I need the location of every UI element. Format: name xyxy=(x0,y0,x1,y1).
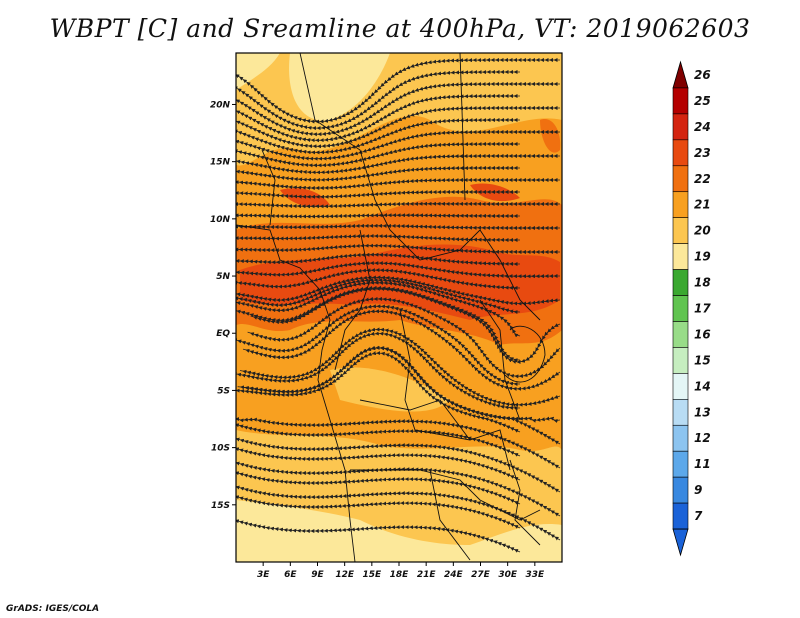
colorbar-segment xyxy=(672,295,689,322)
colorbar-segment xyxy=(672,450,689,478)
lat-tick-label: 15S xyxy=(211,501,230,511)
colorbar-level-label: 16 xyxy=(694,327,711,341)
colorbar-level-label: 11 xyxy=(694,457,711,471)
colorbar-level-label: 21 xyxy=(694,198,711,212)
colorbar: 26 25 24 23 22 21 20 19 18 17 16 15 14 13 12 11 9 7 xyxy=(672,60,711,557)
lon-tick-label: 3E xyxy=(257,570,270,580)
colorbar-top-arrow xyxy=(672,60,689,89)
lat-tick-label: 5N xyxy=(216,272,230,282)
streamline xyxy=(236,213,520,219)
colorbar-segment xyxy=(672,139,689,167)
colorbar-level-label: 17 xyxy=(694,302,711,316)
streamline xyxy=(236,223,560,231)
latitude-axis: 20N 15N 10N 5N EQ 5S 10S 15S xyxy=(210,100,236,511)
lat-tick-label: 15N xyxy=(210,158,231,168)
colorbar-segment xyxy=(672,269,689,296)
colorbar-bottom-arrow xyxy=(672,528,689,557)
colorbar-segment xyxy=(672,373,689,400)
colorbar-segment xyxy=(672,347,689,374)
streamline xyxy=(236,165,520,182)
lat-tick-label: 10S xyxy=(211,444,230,454)
colorbar-segment xyxy=(672,165,689,193)
streamline xyxy=(236,233,520,243)
lat-tick-label: 5S xyxy=(217,386,230,396)
colorbar-segment xyxy=(672,243,689,270)
colorbar-level-label: 15 xyxy=(694,353,711,367)
colorbar-level-label: 22 xyxy=(694,172,711,186)
lon-tick-label: 12E xyxy=(335,570,355,580)
streamline xyxy=(236,177,560,191)
lon-tick-label: 33E xyxy=(525,570,545,580)
colorbar-segment xyxy=(672,424,689,452)
longitude-axis: 3E 6E 9E 12E 15E 18E 21E 24E 27E 30E 33E xyxy=(257,562,545,580)
streamlines xyxy=(236,57,561,553)
colorbar-segment xyxy=(672,191,689,218)
colorbar-segment xyxy=(672,87,689,115)
grads-credit: GrADS: IGES/COLA xyxy=(6,604,100,614)
colorbar-segment xyxy=(672,217,689,244)
colorbar-level-label: 23 xyxy=(694,146,711,160)
streamline xyxy=(236,189,520,199)
streamline xyxy=(236,201,560,209)
colorbar-level-label: 19 xyxy=(694,250,711,264)
streamline xyxy=(236,485,561,541)
colorbar-level-label: 24 xyxy=(694,120,711,134)
colorbar-segment xyxy=(672,476,689,504)
streamline xyxy=(236,243,560,255)
lon-tick-label: 18E xyxy=(390,570,410,580)
colorbar-segment xyxy=(672,113,689,141)
lon-tick-label: 15E xyxy=(362,570,382,580)
colorbar-segment xyxy=(672,399,689,426)
wbpt-shading xyxy=(236,53,562,562)
lon-tick-label: 27E xyxy=(471,570,491,580)
lon-tick-label: 24E xyxy=(444,570,464,580)
colorbar-segment xyxy=(672,502,689,530)
colorbar-level-label: 14 xyxy=(694,379,711,393)
colorbar-level-label: 9 xyxy=(694,483,702,497)
colorbar-level-label: 12 xyxy=(694,431,711,445)
lon-tick-label: 6E xyxy=(284,570,297,580)
map-title: WBPT [C] and Sreamline at 400hPa, VT: 20… xyxy=(49,14,751,43)
lat-tick-label: 20N xyxy=(210,100,231,110)
streamline xyxy=(236,519,521,553)
colorbar-level-label: 13 xyxy=(694,405,711,419)
lat-tick-label: EQ xyxy=(216,329,230,339)
country-boundaries xyxy=(236,53,546,562)
lat-tick-label: 10N xyxy=(210,215,231,225)
lon-tick-label: 21E xyxy=(417,570,437,580)
colorbar-segment xyxy=(672,321,689,348)
colorbar-level-label: 25 xyxy=(694,94,711,108)
lon-tick-label: 9E xyxy=(311,570,324,580)
colorbar-level-label: 26 xyxy=(694,68,711,82)
lon-tick-label: 30E xyxy=(498,570,518,580)
colorbar-level-label: 20 xyxy=(694,224,711,238)
colorbar-level-label: 18 xyxy=(694,276,711,290)
colorbar-level-label: 7 xyxy=(694,509,703,523)
